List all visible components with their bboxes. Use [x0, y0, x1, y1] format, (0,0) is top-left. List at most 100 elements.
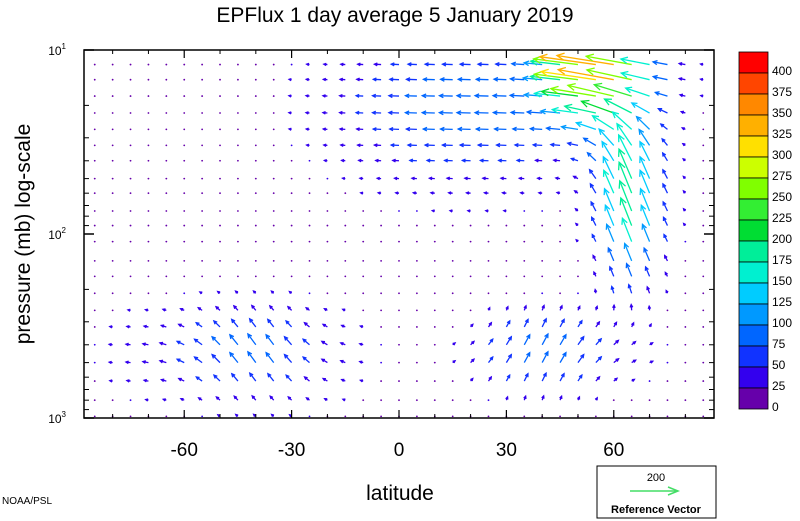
vector-arrow	[308, 224, 311, 227]
vector-head	[323, 397, 328, 402]
vector-arrow	[237, 95, 239, 97]
vector-head	[699, 77, 704, 82]
vector-arrow	[617, 133, 633, 162]
vector-arrow	[354, 93, 364, 98]
vector-arrow	[631, 378, 636, 382]
vector-head	[340, 378, 345, 383]
vector-dot	[254, 78, 257, 81]
vector-head	[354, 110, 360, 115]
vector-shaft	[510, 94, 525, 97]
vector-arrow	[198, 291, 203, 295]
vector-dot	[380, 361, 383, 364]
vector-head	[640, 203, 647, 212]
vector-arrow	[165, 415, 168, 418]
colorbar-label: 50	[772, 358, 786, 372]
vector-head	[629, 303, 634, 308]
vector-arrow	[272, 95, 275, 97]
vector-arrow	[272, 78, 275, 81]
vector-head	[389, 143, 395, 148]
vector-shaft	[594, 84, 632, 97]
vector-head	[507, 335, 513, 341]
vector-arrow	[285, 319, 293, 328]
vector-head	[234, 413, 239, 418]
vector-shaft	[653, 75, 668, 81]
vector-dot	[362, 259, 365, 262]
vector-dot	[147, 95, 150, 97]
vector-arrow	[541, 371, 547, 382]
vector-arrow	[594, 415, 597, 418]
colorbar-swatch	[738, 51, 769, 74]
vector-arrow	[158, 341, 167, 346]
vector-shaft	[546, 127, 561, 131]
vector-arrow	[237, 159, 239, 162]
vector-arrow	[111, 159, 114, 162]
vector-arrow	[111, 224, 114, 227]
vector-arrow	[326, 177, 329, 180]
vector-arrow	[576, 395, 581, 401]
vector-head	[539, 68, 549, 77]
vector-head	[230, 318, 236, 324]
colorbar-label: 100	[772, 316, 792, 330]
vector-arrow	[639, 169, 651, 194]
vector-head	[372, 143, 378, 148]
vector-arrow	[230, 372, 239, 382]
vector-arrow	[93, 128, 96, 131]
vector-arrow	[523, 292, 526, 295]
vector-arrow	[666, 326, 669, 328]
vector-arrow	[577, 275, 579, 278]
vector-arrow	[664, 271, 669, 277]
vector-arrow	[629, 303, 634, 311]
vector-dot	[201, 210, 204, 212]
vector-head	[621, 216, 628, 225]
vector-arrow	[237, 224, 239, 227]
credit-label: NOAA/PSL	[2, 496, 53, 507]
vector-dot	[559, 259, 561, 262]
vector-arrow	[233, 395, 239, 401]
vector-arrow	[682, 222, 687, 227]
vector-dot	[183, 292, 186, 295]
vector-arrow	[341, 398, 346, 402]
vector-arrow	[161, 398, 167, 402]
vector-arrow	[303, 375, 310, 382]
vector-arrow	[487, 275, 490, 278]
vector-head	[664, 254, 668, 259]
vector-arrow	[519, 191, 525, 195]
vector-arrow	[111, 309, 114, 312]
colorbar-swatch	[738, 366, 769, 389]
vector-arrow	[584, 53, 632, 66]
vector-dot	[219, 177, 221, 180]
vector-head	[216, 413, 221, 418]
vector-dot	[93, 259, 96, 262]
vector-arrow	[93, 326, 96, 328]
colorbar-swatch	[738, 93, 769, 116]
vector-arrow	[380, 415, 383, 418]
vector-arrow	[321, 111, 328, 115]
vector-arrow	[141, 342, 149, 347]
vector-head	[423, 62, 429, 67]
vector-dot	[702, 128, 705, 131]
vector-arrow	[574, 121, 597, 130]
vector-arrow	[505, 292, 508, 295]
vector-head	[624, 86, 633, 94]
vector-dot	[451, 309, 454, 312]
vector-dot	[451, 275, 454, 278]
vector-arrow	[591, 233, 597, 242]
vector-head	[524, 372, 529, 378]
vector-shaft	[530, 60, 561, 66]
vector-arrow	[433, 309, 436, 312]
vector-dot	[183, 210, 186, 212]
vector-arrow	[290, 240, 293, 243]
vector-arrow	[469, 292, 472, 295]
vector-arrow	[662, 182, 669, 194]
vector-arrow	[252, 289, 257, 294]
vector-dot	[272, 192, 275, 195]
vector-head	[215, 395, 220, 400]
vector-arrow	[389, 143, 400, 148]
vector-arrow	[129, 95, 132, 97]
vector-arrow	[326, 292, 329, 295]
vector-head	[679, 110, 685, 115]
vector-dot	[272, 63, 275, 66]
vector-arrow	[541, 394, 545, 401]
vector-shaft	[618, 162, 633, 194]
vector-arrow	[523, 372, 529, 382]
